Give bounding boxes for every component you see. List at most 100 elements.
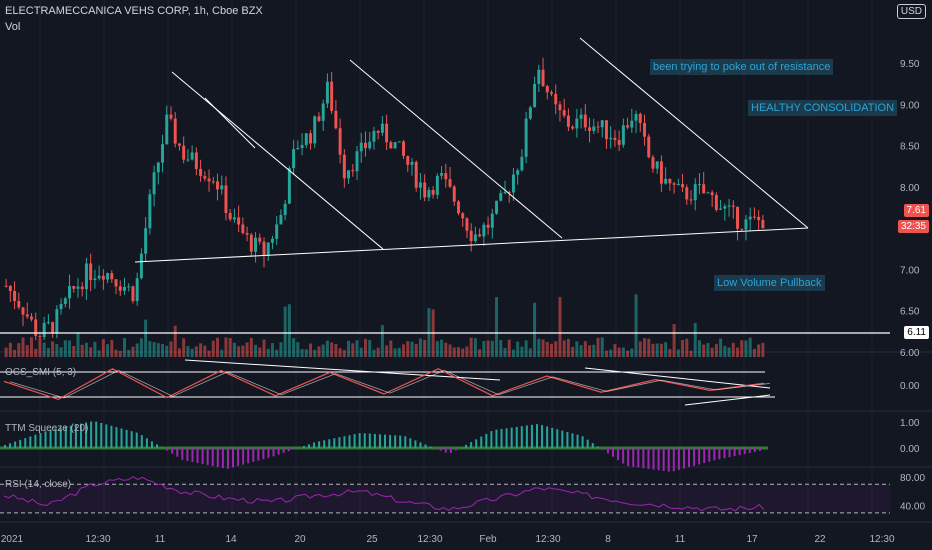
candle-body xyxy=(448,179,452,187)
candle-body xyxy=(659,161,663,184)
rsi-tick-label: 40.00 xyxy=(900,502,925,513)
candle-body xyxy=(537,69,541,84)
ttm-histogram-bar xyxy=(500,428,503,448)
volume-bar xyxy=(697,340,701,357)
volume-bar xyxy=(723,345,727,357)
ttm-histogram-bar xyxy=(181,448,184,460)
ttm-histogram-bar xyxy=(622,448,625,464)
ttm-histogram-bar xyxy=(292,448,295,450)
volume-bar xyxy=(385,345,389,357)
volume-bar xyxy=(731,342,735,357)
ttm-histogram-bar xyxy=(211,448,214,467)
price-tick-label: 8.00 xyxy=(900,183,920,194)
volume-bar xyxy=(380,325,384,357)
ttm-histogram-bar xyxy=(333,438,336,448)
candle-body xyxy=(279,215,283,225)
volume-bar xyxy=(410,341,414,357)
candle-body xyxy=(177,143,181,146)
volume-bar xyxy=(254,344,258,357)
countdown-tag: 32:35 xyxy=(897,220,929,233)
candle-body xyxy=(752,216,756,218)
candle-body xyxy=(444,173,448,180)
volume-bar xyxy=(131,346,135,357)
ttm-histogram-bar xyxy=(414,440,417,448)
candle-body xyxy=(359,142,363,152)
trendline xyxy=(171,71,384,250)
candle-body xyxy=(13,291,17,302)
candle-body xyxy=(296,147,300,150)
volume-bar xyxy=(495,297,499,357)
candle-body xyxy=(114,279,118,287)
ttm-histogram-bar xyxy=(277,448,280,455)
candle-body xyxy=(249,234,253,252)
x-tick-label: 12:30 xyxy=(85,534,110,545)
currency-badge[interactable]: USD xyxy=(896,4,926,19)
candle-body xyxy=(681,184,685,188)
volume-bar xyxy=(689,350,693,357)
volume-bar xyxy=(25,345,29,357)
volume-bar xyxy=(579,345,583,357)
volume-bar xyxy=(72,345,76,357)
candle-body xyxy=(317,116,321,121)
candle-body xyxy=(630,120,634,128)
candle-body xyxy=(634,113,638,121)
candle-body xyxy=(626,125,630,128)
volume-bar xyxy=(144,319,148,357)
candle-body xyxy=(385,123,389,143)
ttm-histogram-bar xyxy=(485,433,488,448)
ttm-histogram-bar xyxy=(267,448,270,458)
candle-body xyxy=(647,136,651,158)
candle-body xyxy=(203,176,207,179)
ttm-histogram-bar xyxy=(566,431,569,448)
candle-body xyxy=(655,161,659,169)
ttm-histogram-bar xyxy=(384,434,386,448)
candle-body xyxy=(34,319,38,337)
ttm-histogram-bar xyxy=(19,439,22,448)
smi-signal-line xyxy=(9,369,771,399)
volume-bar xyxy=(668,349,672,357)
candle-body xyxy=(258,237,262,242)
volume-bar xyxy=(232,342,236,357)
annotation-resistance: been trying to poke out of resistance xyxy=(650,59,834,75)
candle-body xyxy=(761,220,765,229)
candle-body xyxy=(541,69,545,87)
volume-bar xyxy=(59,347,63,357)
ttm-histogram-bar xyxy=(323,440,326,448)
volume-bar xyxy=(575,341,579,357)
candle-body xyxy=(482,224,486,237)
volume-bar xyxy=(744,340,748,357)
ttm-histogram-bar xyxy=(29,436,32,448)
candle-body xyxy=(596,126,600,128)
ttm-histogram-bar xyxy=(262,448,265,460)
volume-bar xyxy=(376,347,380,357)
ttm-histogram-bar xyxy=(247,448,250,464)
volume-bar xyxy=(139,338,143,357)
volume-bar xyxy=(199,343,203,357)
volume-bar xyxy=(528,348,532,357)
volume-bar xyxy=(435,341,439,357)
candle-body xyxy=(325,81,329,104)
ttm-histogram-bar xyxy=(652,448,655,470)
candle-body xyxy=(503,192,507,194)
ttm-histogram-bar xyxy=(480,436,483,448)
ttm-histogram-bar xyxy=(378,434,381,448)
candle-body xyxy=(672,183,676,185)
candle-body xyxy=(186,159,190,161)
x-tick-label: 12:30 xyxy=(869,534,894,545)
candle-body xyxy=(376,131,380,133)
candle-body xyxy=(25,314,29,317)
volume-bar xyxy=(558,297,562,357)
candle-body xyxy=(342,154,346,179)
x-tick-label: Feb xyxy=(479,534,497,545)
candle-body xyxy=(216,181,219,190)
ttm-histogram-bar xyxy=(186,448,189,461)
volume-bar xyxy=(177,348,181,357)
candle-body xyxy=(664,178,668,184)
ttm-histogram-bar xyxy=(576,434,579,448)
ttm-histogram-bar xyxy=(9,443,12,448)
ttm-histogram-bar xyxy=(551,427,554,448)
candle-body xyxy=(533,83,537,108)
volume-bar xyxy=(13,349,17,357)
candle-body xyxy=(42,322,46,338)
